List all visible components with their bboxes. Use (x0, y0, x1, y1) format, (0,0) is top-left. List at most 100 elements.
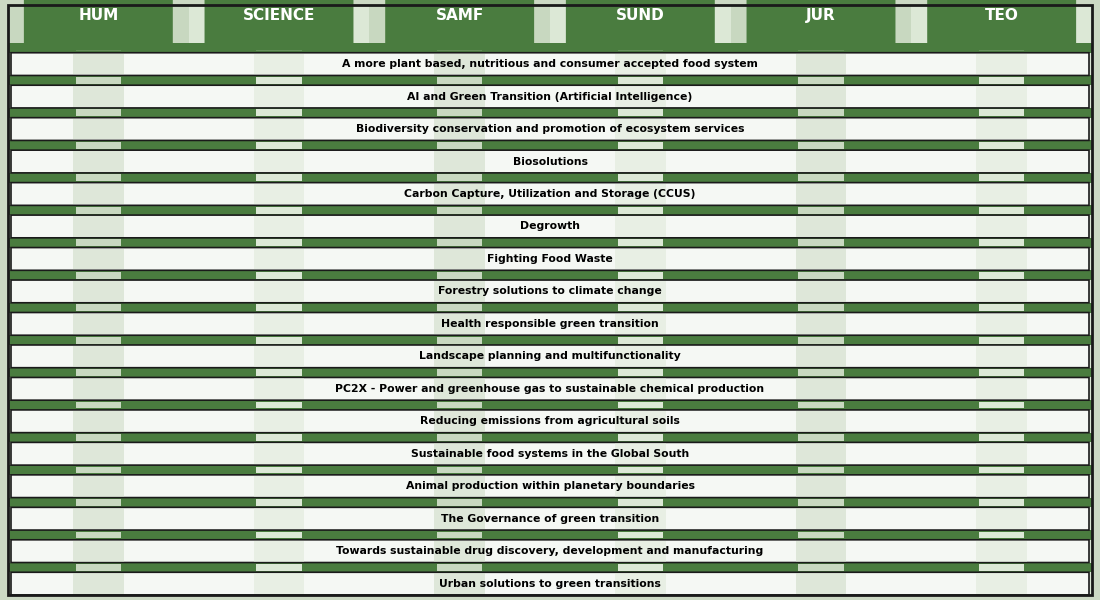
Text: Biosolutions: Biosolutions (513, 157, 587, 167)
FancyBboxPatch shape (11, 345, 1089, 368)
Bar (76, 272, 121, 278)
FancyBboxPatch shape (24, 0, 173, 51)
Bar (977, 119, 1027, 139)
Bar (977, 151, 1027, 172)
Bar (618, 272, 663, 278)
Bar (76, 434, 121, 441)
FancyBboxPatch shape (11, 410, 1089, 433)
Bar (977, 281, 1027, 302)
Bar (76, 109, 121, 116)
Text: Landscape planning and multifunctionality: Landscape planning and multifunctionalit… (419, 352, 681, 361)
Bar (189, 5, 370, 595)
Bar (437, 499, 482, 506)
Bar (795, 248, 846, 269)
Text: Sustainable food systems in the Global South: Sustainable food systems in the Global S… (411, 449, 689, 459)
Bar (437, 369, 482, 376)
Bar (76, 44, 121, 51)
Bar (434, 216, 485, 237)
Text: The Governance of green transition: The Governance of green transition (441, 514, 659, 524)
Bar (73, 346, 123, 367)
FancyBboxPatch shape (11, 280, 1089, 303)
Bar (73, 119, 123, 139)
Bar (979, 401, 1024, 409)
Bar (615, 248, 666, 269)
Bar (256, 77, 301, 84)
Bar (8, 238, 1092, 248)
Bar (434, 573, 485, 594)
Bar (437, 304, 482, 311)
FancyBboxPatch shape (11, 442, 1089, 465)
Bar (256, 109, 301, 116)
Bar (795, 119, 846, 139)
Bar (799, 175, 844, 181)
Bar (615, 314, 666, 334)
FancyBboxPatch shape (11, 150, 1089, 173)
FancyBboxPatch shape (385, 0, 535, 51)
FancyBboxPatch shape (11, 508, 1089, 530)
Bar (256, 401, 301, 409)
Bar (76, 142, 121, 149)
Bar (977, 248, 1027, 269)
Bar (730, 5, 911, 595)
Bar (979, 207, 1024, 214)
Bar (434, 184, 485, 205)
Bar (977, 411, 1027, 431)
Bar (979, 564, 1024, 571)
Bar (76, 401, 121, 409)
Bar (254, 216, 305, 237)
Bar (256, 304, 301, 311)
Bar (254, 86, 305, 107)
Text: Degrowth: Degrowth (520, 221, 580, 232)
Text: Urban solutions to green transitions: Urban solutions to green transitions (439, 578, 661, 589)
Bar (911, 5, 1092, 595)
Bar (73, 573, 123, 594)
Bar (73, 151, 123, 172)
Bar (795, 86, 846, 107)
Bar (977, 573, 1027, 594)
Bar (977, 216, 1027, 237)
Bar (799, 272, 844, 278)
Bar (254, 151, 305, 172)
FancyBboxPatch shape (565, 0, 715, 51)
Bar (795, 379, 846, 399)
Bar (254, 281, 305, 302)
Bar (76, 564, 121, 571)
Bar (76, 207, 121, 214)
Bar (437, 207, 482, 214)
Bar (799, 369, 844, 376)
Bar (73, 541, 123, 562)
Bar (254, 184, 305, 205)
Bar (256, 499, 301, 506)
Bar (73, 476, 123, 497)
Bar (979, 109, 1024, 116)
Bar (73, 216, 123, 237)
Bar (618, 369, 663, 376)
Text: AI and Green Transition (Artificial Intelligence): AI and Green Transition (Artificial Inte… (407, 92, 693, 101)
FancyBboxPatch shape (11, 248, 1089, 270)
Bar (73, 411, 123, 431)
Bar (618, 77, 663, 84)
Bar (799, 44, 844, 51)
Bar (615, 119, 666, 139)
Bar (76, 175, 121, 181)
Bar (8, 563, 1092, 572)
Bar (434, 54, 485, 74)
FancyBboxPatch shape (927, 0, 1076, 51)
Bar (979, 142, 1024, 149)
Bar (8, 140, 1092, 150)
Bar (795, 314, 846, 334)
Bar (254, 443, 305, 464)
Bar (76, 239, 121, 246)
Bar (795, 411, 846, 431)
Bar (799, 304, 844, 311)
FancyBboxPatch shape (11, 53, 1089, 76)
Bar (615, 476, 666, 497)
Bar (615, 379, 666, 399)
Bar (437, 337, 482, 344)
Bar (795, 54, 846, 74)
Bar (979, 44, 1024, 51)
Bar (73, 508, 123, 529)
Bar (256, 369, 301, 376)
Bar (618, 564, 663, 571)
Bar (979, 77, 1024, 84)
